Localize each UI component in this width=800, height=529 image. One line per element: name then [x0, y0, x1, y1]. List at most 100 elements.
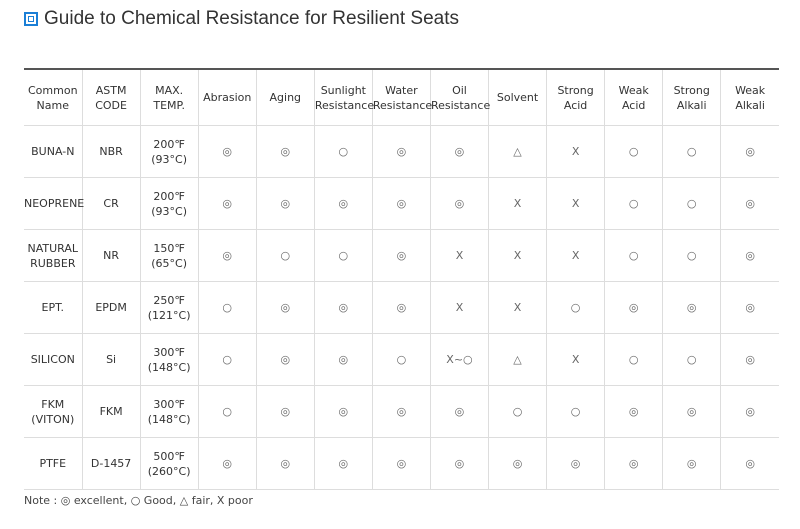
rating-cell: ○ — [604, 125, 663, 178]
cell: 300℉ (148°C) — [139, 385, 199, 438]
rating-cell: ◎ — [429, 437, 489, 490]
rating-cell: ◎ — [429, 385, 489, 438]
rating-cell: ◎ — [313, 437, 373, 490]
rating-cell: X~○ — [429, 333, 489, 386]
rating-cell: ◎ — [197, 437, 257, 490]
rating-cell: ◎ — [720, 281, 779, 334]
rating-cell: X — [429, 229, 489, 282]
rating-cell: X — [546, 333, 605, 386]
rating-cell: ◎ — [197, 177, 257, 230]
rating-cell: ◎ — [313, 281, 373, 334]
rating-cell: ○ — [604, 333, 663, 386]
rating-cell: ◎ — [371, 437, 431, 490]
cell: NBR — [81, 125, 141, 178]
title-icon — [24, 12, 38, 26]
rating-cell: ◎ — [662, 281, 721, 334]
cell: 200℉ (93°C) — [139, 177, 199, 230]
rating-cell: ◎ — [255, 385, 315, 438]
table-body: BUNA-N NBR 200℉ (93°C) ◎ ◎ ○ ◎ ◎ △ X ○ ○ ◎ NEOPRENE CR… — [24, 125, 779, 490]
rating-cell: X — [546, 125, 605, 178]
rating-cell: X — [487, 177, 547, 230]
rating-cell: X — [546, 177, 605, 230]
rating-cell: ◎ — [604, 437, 663, 490]
header-row: Common Name ASTM CODE MAX. TEMP. Abrasion Ag… — [24, 69, 779, 126]
cell: SILICON — [24, 333, 83, 386]
rating-cell: X — [429, 281, 489, 334]
rating-cell: ○ — [662, 125, 721, 178]
rating-cell: ◎ — [487, 437, 547, 490]
rating-cell: ○ — [662, 229, 721, 282]
cell: CR — [81, 177, 141, 230]
rating-cell: ◎ — [371, 125, 431, 178]
rating-cell: ◎ — [429, 177, 489, 230]
cell: FKM (VITON) — [24, 385, 83, 438]
rating-cell: ◎ — [604, 385, 663, 438]
cell: BUNA-N — [24, 125, 83, 178]
title: Guide to Chemical Resistance for Resilie… — [24, 8, 459, 30]
table-row: PTFE D-1457 500℉ (260°C) ◎ ◎ ◎ ◎ ◎ ◎ ◎ ◎ ◎ ◎ — [24, 437, 779, 490]
rating-cell: ◎ — [197, 125, 257, 178]
cell: Si — [81, 333, 141, 386]
rating-cell: ◎ — [255, 333, 315, 386]
rating-cell: △ — [487, 125, 547, 178]
note: Note : ◎ excellent, ○ Good, △ fair, X po… — [24, 494, 253, 507]
rating-cell: ◎ — [720, 125, 779, 178]
title-text: Guide to Chemical Resistance for Resilie… — [44, 8, 460, 29]
rating-cell: △ — [487, 333, 547, 386]
rating-cell: ◎ — [255, 281, 315, 334]
rating-cell: ○ — [371, 333, 431, 386]
rating-cell: ◎ — [197, 229, 257, 282]
rating-cell: ○ — [313, 125, 373, 178]
rating-cell: ◎ — [371, 281, 431, 334]
rating-cell: ○ — [662, 333, 721, 386]
rating-cell: ○ — [197, 281, 257, 334]
table-row: SILICON Si 300℉ (148°C) ○ ◎ ◎ ○ X~○ △ X ○ ○ ◎ — [24, 333, 779, 386]
rating-cell: ○ — [487, 385, 547, 438]
rating-cell: ○ — [313, 229, 373, 282]
rating-cell: ◎ — [429, 125, 489, 178]
rating-cell: ○ — [546, 281, 605, 334]
rating-cell: ○ — [197, 385, 257, 438]
column-header: Abrasion — [197, 69, 257, 126]
rating-cell: ◎ — [662, 437, 721, 490]
rating-cell: ○ — [546, 385, 605, 438]
rating-cell: ◎ — [313, 177, 373, 230]
rating-cell: ◎ — [662, 385, 721, 438]
column-header: Weak Alkali — [720, 69, 779, 126]
column-header: ASTM CODE — [81, 69, 141, 126]
cell: NATURAL RUBBER — [24, 229, 83, 282]
rating-cell: ○ — [604, 229, 663, 282]
column-header: Strong Acid — [546, 69, 605, 126]
column-header: Sunlight Resistance — [313, 69, 374, 126]
column-header: Solvent — [487, 69, 547, 126]
cell: NEOPRENE — [24, 177, 84, 230]
rating-cell: X — [487, 229, 547, 282]
rating-cell: ◎ — [371, 229, 431, 282]
column-header: MAX. TEMP. — [139, 69, 199, 126]
rating-cell: ◎ — [720, 229, 779, 282]
rating-cell: ◎ — [720, 177, 779, 230]
cell: 500℉ (260°C) — [139, 437, 199, 490]
rating-cell: ◎ — [371, 177, 431, 230]
cell: D-1457 — [81, 437, 141, 490]
cell: NR — [81, 229, 141, 282]
cell: 250℉ (121°C) — [139, 281, 199, 334]
cell: 150℉ (65°C) — [139, 229, 199, 282]
column-header: Water Resistance — [371, 69, 432, 126]
cell: 200℉ (93°C) — [139, 125, 199, 178]
table-row: FKM (VITON) FKM 300℉ (148°C) ○ ◎ ◎ ◎ ◎ ○ ○ ◎ ◎ ◎ — [24, 385, 779, 438]
column-header: Oil Resistance — [429, 69, 490, 126]
rating-cell: ○ — [662, 177, 721, 230]
rating-cell: ◎ — [546, 437, 605, 490]
rating-cell: X — [487, 281, 547, 334]
rating-cell: ◎ — [720, 437, 779, 490]
rating-cell: ◎ — [371, 385, 431, 438]
rating-cell: ○ — [604, 177, 663, 230]
column-header: Aging — [255, 69, 315, 126]
table-row: EPT. EPDM 250℉ (121°C) ○ ◎ ◎ ◎ X X ○ ◎ ◎ ◎ — [24, 281, 779, 334]
rating-cell: ◎ — [255, 125, 315, 178]
cell: EPT. — [24, 281, 83, 334]
rating-cell: ◎ — [313, 385, 373, 438]
cell: EPDM — [81, 281, 141, 334]
